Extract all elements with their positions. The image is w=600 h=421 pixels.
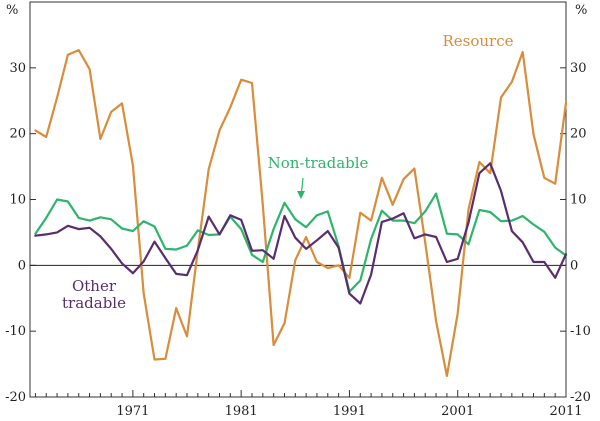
x-tick-label: 2001	[441, 404, 474, 419]
y-tick-label-left: 20	[9, 127, 26, 142]
label-layer: Resource Non-tradable Other tradable	[62, 32, 514, 312]
series-label-other-tradable-line-2: tradable	[62, 294, 126, 312]
series-label-other-tradable-line-1: Other	[72, 277, 117, 295]
y-tick-label-left: 10	[9, 193, 26, 208]
non-tradable-label-arrowhead	[297, 191, 305, 199]
series-line-resource	[34, 48, 568, 377]
y-unit-left: %	[6, 3, 18, 18]
plot-frame	[29, 1, 567, 398]
y-tick-label-left: -20	[5, 390, 26, 405]
series-label-non-tradable: Non-tradable	[268, 154, 369, 172]
y-tick-label-right: 30	[570, 61, 587, 76]
series-line-other-tradable	[34, 162, 568, 305]
chart-axes: -20 -20 -10 -10 0 0 10 10 20 20 30 30% % 1971 1981 1991…	[5, 1, 591, 419]
y-tick-label-right: -10	[570, 324, 591, 339]
y-unit-right: %	[575, 3, 587, 18]
y-tick-label-right: 10	[570, 193, 587, 208]
y-tick-label-left: -10	[5, 324, 26, 339]
x-tick-label: 1981	[225, 404, 258, 419]
x-tick-label: 1991	[333, 404, 366, 419]
y-tick-label-right: 20	[570, 127, 587, 142]
y-tick-label-left: 30	[9, 61, 26, 76]
series-line-non-tradable	[34, 192, 568, 293]
y-tick-label-right: -20	[570, 390, 591, 405]
series-layer	[34, 48, 568, 377]
y-tick-label-right: 0	[570, 258, 578, 273]
x-tick-label: 2011	[549, 404, 582, 419]
x-tick-label: 1971	[116, 404, 149, 419]
y-tick-label-left: 0	[18, 258, 26, 273]
series-label-resource: Resource	[442, 32, 513, 50]
